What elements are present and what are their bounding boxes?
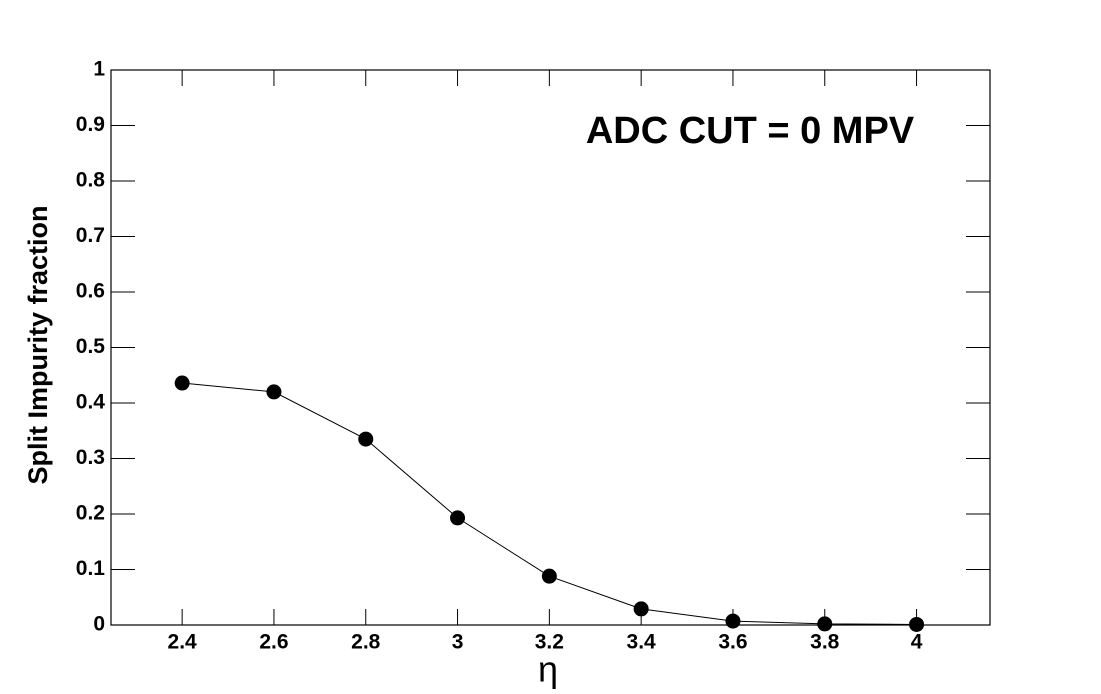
x-tick-label: 3.2 [535, 631, 564, 654]
y-tick-label: 0.4 [76, 391, 106, 414]
y-tick-label: 0.6 [76, 280, 105, 303]
data-point [541, 568, 557, 584]
y-tick-label: 0.2 [76, 502, 105, 525]
y-tick-label: 0.3 [76, 446, 105, 469]
x-tick-label: 3.4 [627, 631, 657, 654]
data-point [174, 375, 190, 391]
x-tick-label: 4 [911, 631, 923, 654]
y-tick-label: 0.5 [76, 335, 106, 358]
series-line [182, 382, 917, 625]
x-tick-label: 3.8 [810, 631, 840, 654]
data-point [725, 613, 741, 629]
x-tick-label: 3.6 [718, 631, 747, 654]
x-axis-label: η [538, 649, 558, 690]
y-tick-label: 0 [93, 613, 105, 636]
y-axis-label: Split Impurity fraction [23, 205, 53, 484]
x-tick-label: 2.8 [351, 631, 381, 654]
plot-frame [110, 69, 991, 626]
data-point [266, 384, 282, 400]
x-tick-label: 2.6 [259, 631, 288, 654]
data-point [633, 601, 649, 617]
data-point [909, 616, 925, 632]
data-point [817, 616, 833, 632]
data-point [358, 431, 374, 447]
annotation: ADC CUT = 0 MPV [586, 110, 915, 152]
y-tick-label: 0.9 [76, 113, 105, 136]
y-tick-label: 0.7 [76, 224, 105, 247]
y-tick-label: 0.8 [76, 169, 106, 192]
y-tick-label: 1 [93, 58, 105, 81]
y-tick-label: 0.1 [76, 557, 106, 580]
data-point [450, 510, 466, 526]
x-tick-label: 2.4 [168, 631, 198, 654]
x-tick-label: 3 [452, 631, 464, 654]
